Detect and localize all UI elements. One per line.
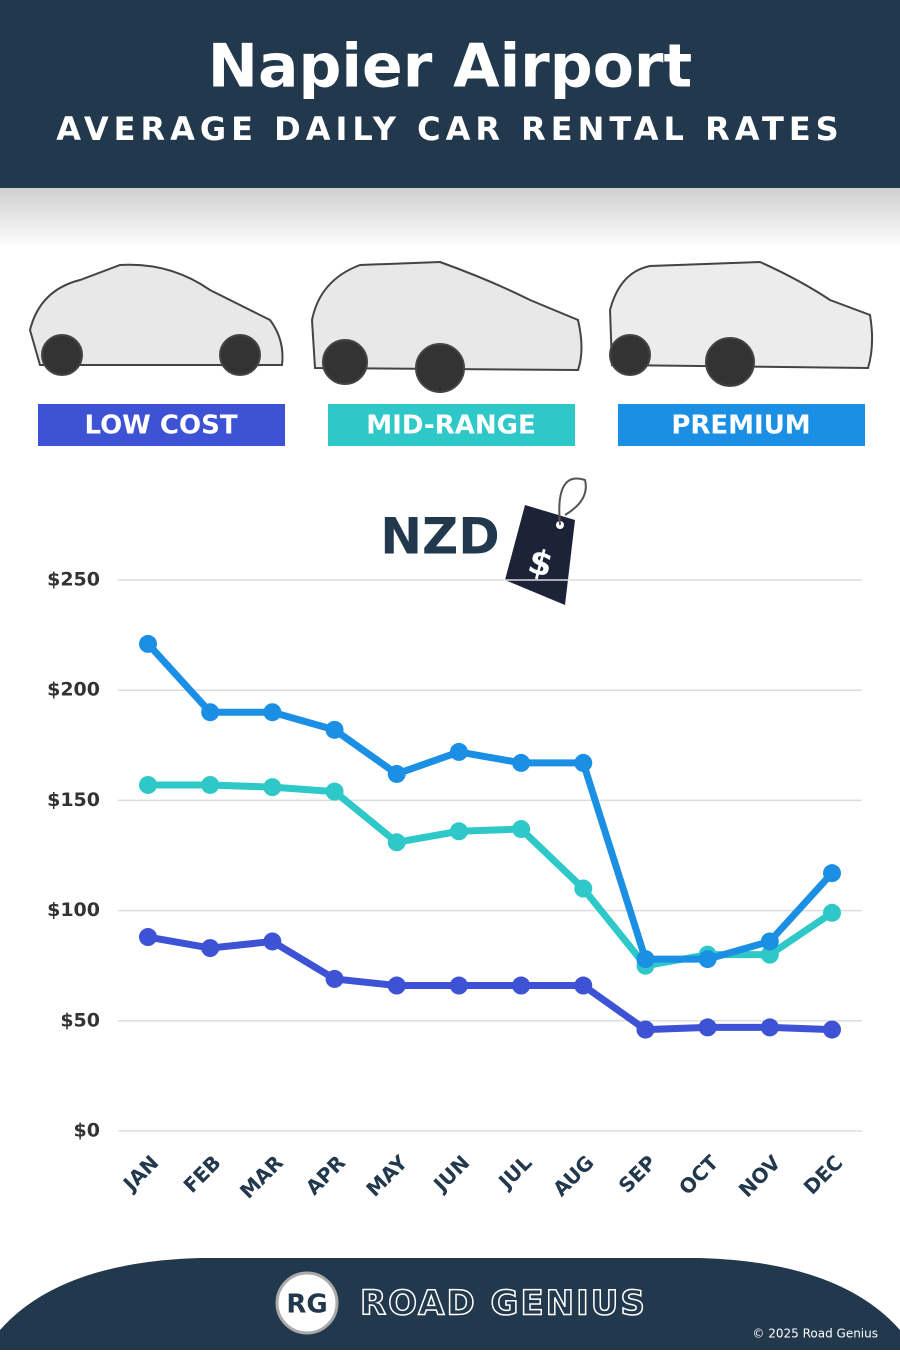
data-point bbox=[201, 775, 220, 794]
data-point bbox=[823, 1020, 841, 1039]
x-tick-label: FEB bbox=[179, 1150, 226, 1197]
x-tick-label: DEC bbox=[799, 1150, 848, 1199]
data-point bbox=[760, 1018, 779, 1037]
data-point bbox=[449, 742, 468, 761]
data-point bbox=[823, 903, 841, 922]
x-tick-label: JUN bbox=[427, 1150, 474, 1197]
copyright: © 2025 Road Genius bbox=[752, 1327, 878, 1341]
price-tag-icon: $ bbox=[505, 477, 587, 605]
y-tick-label: $200 bbox=[47, 679, 100, 701]
data-point bbox=[325, 969, 344, 988]
data-point bbox=[325, 720, 344, 739]
data-point bbox=[512, 820, 531, 839]
data-point bbox=[574, 753, 593, 772]
y-tick-label: $0 bbox=[74, 1120, 100, 1142]
data-point bbox=[139, 634, 157, 653]
subtitle: AVERAGE DAILY CAR RENTAL RATES bbox=[56, 110, 843, 148]
data-point bbox=[698, 1018, 717, 1037]
car-premium bbox=[608, 260, 874, 387]
legend-swatch bbox=[618, 404, 865, 446]
y-tick-label: $250 bbox=[47, 569, 100, 591]
car-mid bbox=[310, 260, 583, 393]
data-point bbox=[201, 939, 220, 958]
data-point bbox=[325, 782, 344, 801]
currency-label: NZD bbox=[380, 508, 500, 566]
brand: ROAD GENIUS bbox=[360, 1284, 647, 1324]
data-point bbox=[201, 703, 220, 722]
plot-area: $0 $50 $100 $150 $200 $250 JAN FEB MAR APR MAY JUN J… bbox=[47, 569, 862, 1203]
legend-swatch bbox=[38, 404, 285, 446]
y-tick-label: $150 bbox=[47, 789, 100, 811]
data-point bbox=[698, 950, 717, 969]
x-tick-label: APR bbox=[301, 1150, 350, 1199]
logo-circle bbox=[275, 1271, 339, 1335]
series-line bbox=[144, 640, 836, 963]
data-point bbox=[387, 976, 406, 995]
data-point bbox=[263, 703, 282, 722]
header-band bbox=[0, 0, 900, 188]
legend-label: LOW COST bbox=[84, 411, 237, 441]
title: Napier Airport bbox=[208, 32, 692, 102]
data-point bbox=[636, 1020, 655, 1039]
x-tick-label: AUG bbox=[548, 1150, 599, 1201]
data-point bbox=[512, 753, 531, 772]
legend: LOW COST MID-RANGE PREMIUM bbox=[38, 404, 865, 446]
x-tick-label: NOV bbox=[734, 1150, 786, 1202]
data-point bbox=[512, 976, 531, 995]
x-tick-label: JAN bbox=[117, 1150, 163, 1196]
data-point bbox=[139, 928, 157, 947]
series-line bbox=[144, 933, 836, 1034]
y-tick-label: $50 bbox=[60, 1009, 100, 1031]
series-line bbox=[144, 781, 836, 970]
car-low bbox=[28, 263, 284, 376]
legend-swatch bbox=[328, 404, 575, 446]
data-point bbox=[636, 950, 655, 969]
legend-label: MID-RANGE bbox=[366, 411, 535, 441]
legend-label: PREMIUM bbox=[671, 411, 810, 441]
data-point bbox=[449, 822, 468, 841]
x-tick-label: JUL bbox=[492, 1150, 536, 1194]
x-tick-label: OCT bbox=[674, 1150, 723, 1199]
data-point bbox=[574, 976, 593, 995]
data-point bbox=[263, 778, 282, 797]
data-point bbox=[760, 945, 779, 964]
x-tick-label: MAR bbox=[235, 1150, 288, 1203]
logo: RG bbox=[286, 1290, 327, 1320]
data-point bbox=[760, 932, 779, 951]
data-point bbox=[387, 764, 406, 783]
y-tick-label: $100 bbox=[47, 899, 100, 921]
data-point bbox=[449, 976, 468, 995]
data-point bbox=[823, 864, 841, 883]
header-shadow bbox=[0, 188, 900, 248]
x-tick-label: MAY bbox=[361, 1150, 412, 1201]
footer-band bbox=[0, 1258, 900, 1350]
x-tick-label: SEP bbox=[614, 1150, 661, 1197]
data-point bbox=[139, 775, 157, 794]
data-point bbox=[387, 833, 406, 852]
data-point bbox=[574, 879, 593, 898]
data-point bbox=[263, 932, 282, 951]
